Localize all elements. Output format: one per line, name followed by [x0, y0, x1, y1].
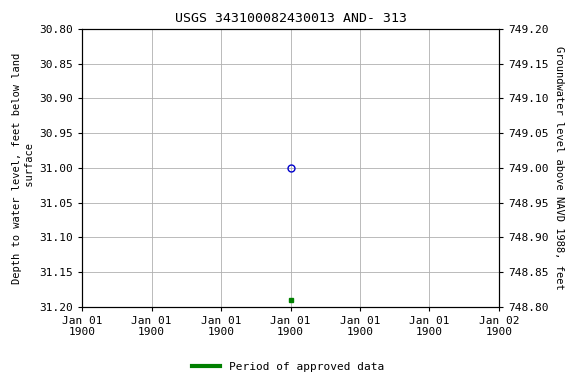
- Y-axis label: Groundwater level above NAVD 1988, feet: Groundwater level above NAVD 1988, feet: [554, 46, 564, 290]
- Title: USGS 343100082430013 AND- 313: USGS 343100082430013 AND- 313: [175, 12, 407, 25]
- Legend: Period of approved data: Period of approved data: [188, 357, 388, 377]
- Y-axis label: Depth to water level, feet below land
 surface: Depth to water level, feet below land su…: [12, 52, 35, 283]
